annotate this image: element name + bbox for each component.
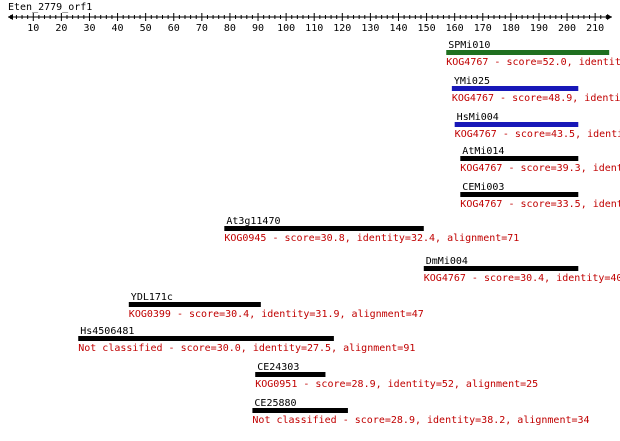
axis-tick-label: 90 [252,23,264,34]
hit-hsmi004[interactable]: HsMi004 KOG4767 - score=43.5, identity=… [454,112,620,140]
hit-ydl171c[interactable]: YDL171c KOG0399 - score=30.4, identity=31… [128,292,424,320]
hit-bar[interactable] [446,50,610,55]
hit-bar[interactable] [460,156,579,161]
hit-bar[interactable] [128,302,261,307]
axis-tick-label: 180 [502,23,520,34]
axis-tick-label: 60 [168,23,180,34]
hit-description: KOG4767 - score=39.3, identity=… [460,163,620,174]
axis-tick-label: 140 [389,23,407,34]
axis-tick-label: 30 [83,23,95,34]
hit-description: KOG4767 - score=30.4, identity=40… [424,273,620,284]
hit-bar[interactable] [255,372,326,377]
axis-tick-label: 170 [474,23,492,34]
hit-bar[interactable] [454,122,579,127]
hit-description: KOG0945 - score=30.8, identity=32.4, ali… [224,233,519,244]
sequence-title: Eten_2779_orf1 [8,2,92,13]
hit-name: AtMi014 [462,146,504,157]
hit-description: KOG4767 - score=48.9, identity=… [452,93,620,104]
hit-ce24303[interactable]: CE24303 KOG0951 - score=28.9, identity=52… [255,362,538,390]
hit-name: YDL171c [131,292,173,303]
axis-tick-label: 110 [305,23,323,34]
hit-name: CE25880 [254,398,296,409]
hit-name: YMi025 [454,76,490,87]
hit-at3g11470[interactable]: At3g11470 KOG0945 - score=30.8, identity=… [224,216,519,244]
axis-tick-label: 70 [196,23,208,34]
hit-bar[interactable] [460,192,579,197]
axis-tick-label: 190 [530,23,548,34]
hit-name: Hs4506481 [80,326,134,337]
hit-name: SPMi010 [448,40,490,51]
hit-description: KOG4767 - score=33.5, identity=… [460,199,620,210]
axis-tick-label: 40 [112,23,124,34]
hit-cemi003[interactable]: CEMi003 KOG4767 - score=33.5, identity=… [460,182,620,210]
axis-tick-label: 120 [333,23,351,34]
hit-name: DmMi004 [426,256,468,267]
axis-tick-label: 10 [27,23,39,34]
hit-atmi014[interactable]: AtMi014 KOG4767 - score=39.3, identity=… [460,146,620,174]
hit-hs4506481[interactable]: Hs4506481 Not classified - score=30.0, id… [78,326,415,354]
axis-tick-label: 100 [277,23,295,34]
hit-bar[interactable] [224,226,424,231]
ruler-axis: 10 20 30 40 50 60 70 80 90 100 110 120 130 140 150 160 1… [8,13,612,34]
hit-description: Not classified - score=30.0, identity=27… [78,343,415,354]
axis-tick-label: 200 [558,23,576,34]
hit-name: At3g11470 [226,216,280,227]
hit-bar[interactable] [78,336,334,341]
axis-tick-label: 50 [140,23,152,34]
axis-tick-label: 80 [224,23,236,34]
hit-description: KOG0399 - score=30.4, identity=31.9, ali… [129,309,424,320]
hit-name: CE24303 [257,362,299,373]
hit-description: KOG0951 - score=28.9, identity=52, align… [255,379,538,390]
hit-description: KOG4767 - score=43.5, identity=… [455,129,620,140]
axis-tick-label: 160 [446,23,464,34]
axis-tick-label: 130 [361,23,379,34]
axis-tick-label: 20 [55,23,67,34]
hit-ce25880[interactable]: CE25880 Not classified - score=28.9, iden… [252,398,590,426]
axis-tick-label: 210 [586,23,604,34]
hit-bar[interactable] [423,266,579,271]
hit-dmmi004[interactable]: DmMi004 KOG4767 - score=30.4, identity=40… [423,256,620,284]
hit-ymi025[interactable]: YMi025 KOG4767 - score=48.9, identity=… [451,76,620,104]
hit-description: Not classified - score=28.9, identity=38… [252,415,589,426]
hit-name: CEMi003 [462,182,504,193]
hit-bar[interactable] [252,408,348,413]
axis-tick-label: 150 [418,23,436,34]
hit-description: KOG4767 - score=52.0, identity=34.0, ali… [446,57,620,68]
hit-bar[interactable] [451,86,579,91]
hit-list: SPMi010 KOG4767 - score=52.0, identity=34… [78,40,620,426]
hit-spmi010[interactable]: SPMi010 KOG4767 - score=52.0, identity=34… [446,40,620,68]
hit-name: HsMi004 [457,112,499,123]
axis-arrow-right [607,14,612,20]
